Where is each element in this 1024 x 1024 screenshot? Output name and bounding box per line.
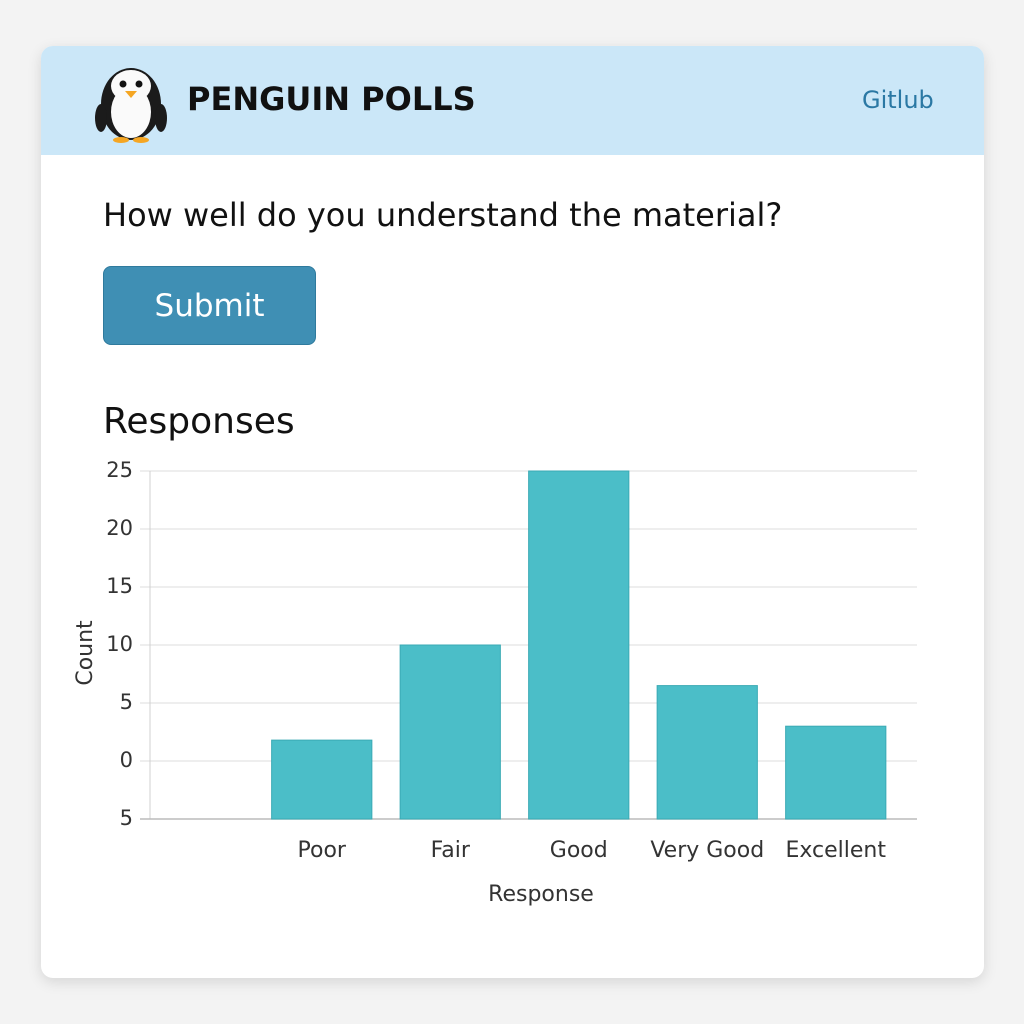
y-tick-label: 15 (106, 574, 133, 598)
bar (785, 725, 887, 820)
y-tick-label: 10 (106, 632, 133, 656)
gitlub-link[interactable]: Gitlub (862, 86, 934, 114)
app-title: PENGUIN POLLS (187, 80, 476, 118)
header: PENGUIN POLLS Gitlub (41, 46, 984, 155)
x-tick-label: Very Good (650, 838, 764, 863)
penguin-logo (95, 68, 167, 143)
y-tick-label: 20 (106, 516, 133, 540)
x-tick-label: Fair (431, 838, 471, 863)
y-tick-label: 5 (120, 806, 133, 830)
y-tick-label: 5 (120, 690, 133, 714)
bar (399, 644, 501, 820)
bar (656, 685, 758, 820)
bar (271, 739, 373, 820)
submit-button[interactable]: Submit (103, 266, 316, 345)
x-tick-label: Poor (298, 838, 347, 863)
x-axis-label: Response (488, 882, 594, 907)
y-tick-label: 0 (120, 748, 133, 772)
x-tick-label: Excellent (786, 838, 887, 863)
y-axis-label: Count (73, 620, 98, 686)
chart-title: Responses (103, 401, 295, 442)
question: How well do you understand the material? (103, 196, 783, 234)
y-tick-label: 25 (106, 458, 133, 482)
bar (528, 470, 630, 820)
x-tick-label: Good (550, 838, 608, 863)
card: PENGUIN POLLS Gitlub How well do you und… (41, 46, 984, 978)
